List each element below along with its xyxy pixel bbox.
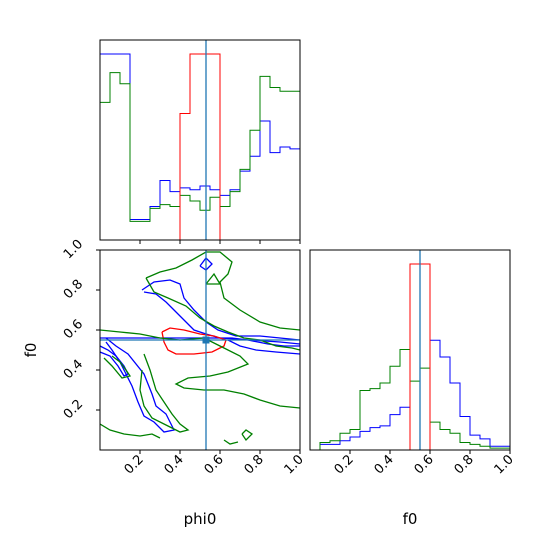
- f0-y-tick-label: 0.2: [61, 397, 86, 422]
- phi0-x-tick-label: 0.2: [122, 452, 147, 477]
- contour-green: [205, 272, 222, 285]
- contour-blue: [105, 337, 175, 433]
- f0-histogram-red: [310, 263, 510, 450]
- phi0-histogram-panel: [99, 39, 301, 244]
- contour-green: [100, 423, 161, 439]
- y-axis-label-f0: f0: [22, 343, 40, 358]
- phi0-histogram-ticks: [139, 240, 301, 244]
- contour-green: [145, 251, 300, 331]
- f0-histogram-frame: [309, 249, 511, 451]
- phi0-histogram-blue: [100, 53, 300, 240]
- contour-green: [223, 439, 239, 445]
- contour-blue: [199, 257, 213, 271]
- phi0-histogram-series: [100, 53, 300, 240]
- phi0-histogram-green: [100, 72, 300, 240]
- f0-y-tick-label: 0.4: [61, 357, 86, 382]
- f0-y-tick-label: 0.8: [61, 277, 86, 302]
- f0-x-tick-label: 0.6: [412, 452, 437, 477]
- x-axis-label-f0: f0: [403, 510, 418, 528]
- phi0-x-ticks: 0.2 0.4 0.6 0.8 1.0: [122, 450, 307, 477]
- f0-y-tick-label: 0.6: [61, 317, 86, 342]
- x-axis-label-phi0: phi0: [184, 510, 217, 528]
- f0-x-tick-label: 0.4: [372, 452, 397, 477]
- contour-green: [174, 337, 300, 409]
- f0-x-tick-label: 0.2: [332, 452, 357, 477]
- contour-green: [103, 355, 132, 379]
- truth-marker: [202, 336, 210, 344]
- f0-histogram-series: [310, 263, 510, 450]
- f0-x-ticks: 0.2 0.4 0.6 0.8 1.0: [332, 450, 517, 477]
- contour-lines: [100, 251, 300, 445]
- f0-histogram-panel: 0.2 0.4 0.6 0.8 1.0: [309, 249, 517, 477]
- contour-green: [145, 277, 300, 351]
- contour-green: [139, 353, 190, 433]
- f0-x-tick-label: 1.0: [492, 452, 517, 477]
- contour-red: [161, 327, 227, 355]
- contour-green: [241, 429, 254, 442]
- contour-blue: [227, 339, 300, 355]
- phi0-f0-contour-panel: 0.2 0.4 0.6 0.8 1.0 0.2 0.4 0.6 0.8 1.0: [61, 237, 307, 478]
- phi0-x-tick-label: 1.0: [282, 452, 307, 477]
- f0-x-tick-label: 0.8: [452, 452, 477, 477]
- contour-blue: [141, 279, 300, 347]
- phi0-x-tick-label: 0.6: [202, 452, 227, 477]
- contour-panel-frame: [99, 249, 301, 451]
- phi0-histogram-frame: [99, 39, 301, 241]
- f0-y-ticks: 0.2 0.4 0.6 0.8 1.0: [61, 237, 100, 422]
- f0-y-tick-label: 1.0: [61, 237, 86, 262]
- phi0-x-tick-label: 0.8: [242, 452, 267, 477]
- phi0-x-tick-label: 0.4: [162, 452, 187, 477]
- phi0-histogram-red: [100, 53, 300, 240]
